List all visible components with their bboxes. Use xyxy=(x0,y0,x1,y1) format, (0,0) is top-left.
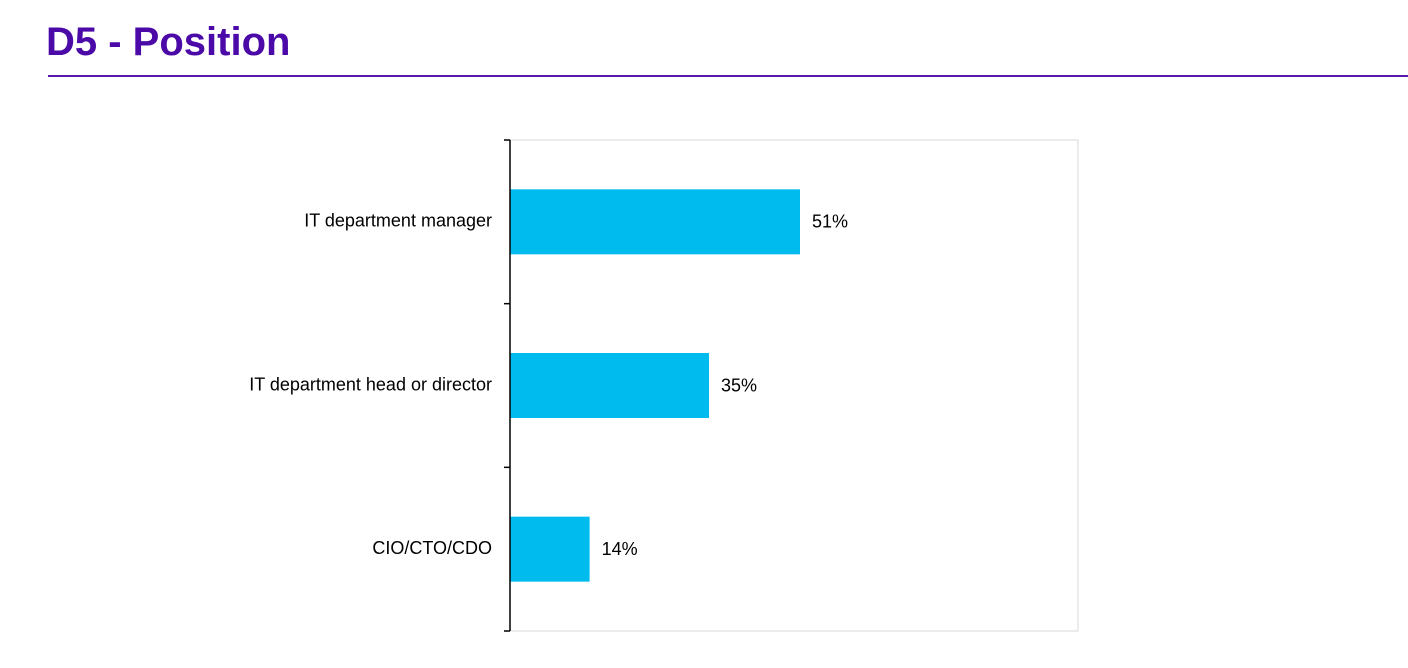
bar xyxy=(510,516,590,582)
labels-layer: IT department manager 51% IT department he… xyxy=(249,211,848,559)
category-label: IT department head or director xyxy=(249,374,492,394)
category-axis xyxy=(504,139,511,632)
category-label: CIO/CTO/CDO xyxy=(372,538,492,558)
title-divider xyxy=(48,75,1408,77)
data-label: 51% xyxy=(812,212,848,232)
data-label: 35% xyxy=(721,375,757,395)
page-title: D5 - Position xyxy=(46,20,291,64)
category-label: IT department manager xyxy=(304,211,492,231)
bars-layer xyxy=(510,189,800,582)
bar xyxy=(510,353,710,418)
bar xyxy=(510,189,800,255)
data-label: 14% xyxy=(602,539,638,559)
